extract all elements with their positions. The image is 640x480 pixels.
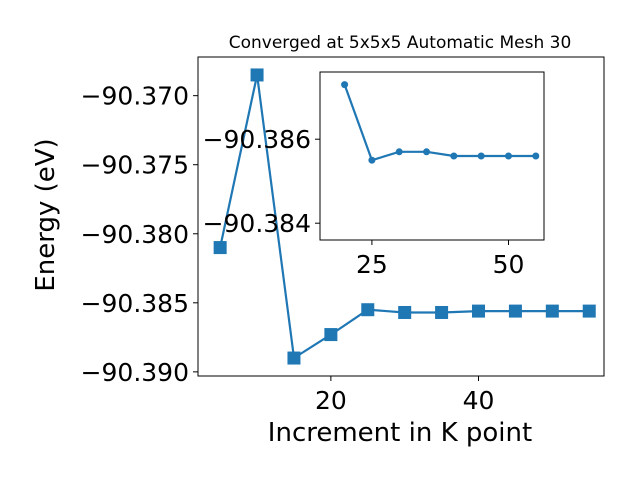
x-axis-label: Increment in K point — [268, 418, 532, 448]
main-data-point — [287, 351, 301, 365]
inset-x-tick-label: 50 — [493, 250, 525, 279]
main-data-point — [435, 305, 449, 319]
main-y-tick-label: −90.375 — [81, 151, 189, 180]
inset-data-point — [532, 152, 540, 160]
main-x-tick-label: 20 — [315, 386, 347, 415]
inset-data-point — [395, 148, 403, 156]
inset-data-point — [423, 148, 431, 156]
inset-data-point — [477, 152, 485, 160]
inset-y-tick-label: −90.386 — [203, 125, 311, 154]
inset-x-tick-label: 25 — [356, 250, 388, 279]
main-data-point — [582, 304, 596, 318]
inset-data-point — [368, 156, 376, 164]
main-y-tick-label: −90.380 — [81, 220, 189, 249]
main-data-point — [213, 241, 227, 255]
y-axis-label: Energy (eV) — [31, 138, 61, 291]
inset-plot: 25 50 −90.386 −90.384 — [203, 71, 545, 279]
main-data-point — [250, 68, 264, 82]
main-data-point — [545, 304, 559, 318]
main-data-point — [324, 328, 338, 342]
inset-data-point — [504, 152, 512, 160]
main-x-tick-label: 40 — [463, 386, 495, 415]
main-y-tick-label: −90.390 — [81, 358, 189, 387]
main-data-point — [472, 304, 486, 318]
inset-data-point — [450, 152, 458, 160]
main-data-point — [398, 305, 412, 319]
chart-title: Converged at 5x5x5 Automatic Mesh 30 — [229, 33, 572, 53]
inset-data-point — [341, 81, 349, 89]
main-y-tick-label: −90.385 — [81, 289, 189, 318]
main-data-layer — [213, 68, 596, 365]
inset-y-tick-label: −90.384 — [203, 209, 311, 238]
main-data-point — [508, 304, 522, 318]
inset-data-layer — [341, 81, 540, 164]
main-data-point — [361, 303, 375, 317]
inset-series-line — [343, 84, 536, 162]
main-y-tick-label: −90.370 — [81, 82, 189, 111]
